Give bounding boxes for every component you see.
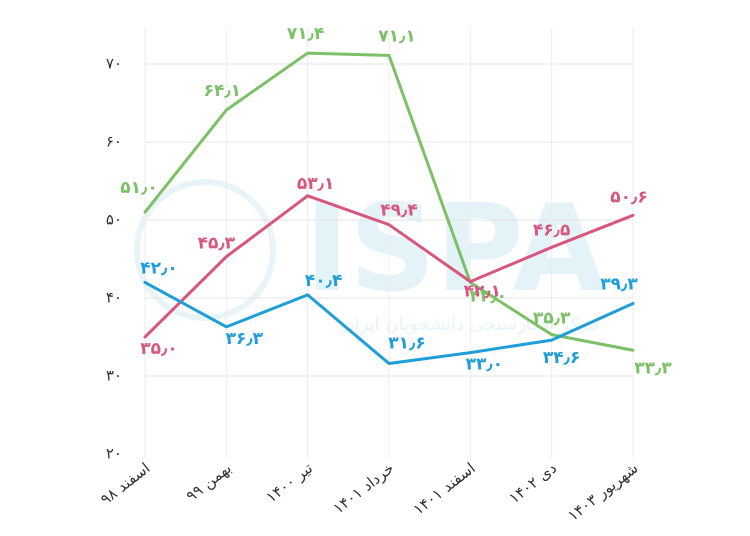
data-label-s0-0: ۵۱٫۰ bbox=[120, 178, 157, 198]
watermark-text: ISPA bbox=[305, 180, 606, 319]
x-tick-label-0: اسفند ۹۸ bbox=[97, 459, 153, 509]
x-tick-label-4: اسفند ۱۴۰۱ bbox=[410, 459, 479, 519]
data-label-s2-1: ۳۶٫۳ bbox=[226, 329, 264, 349]
x-tick-label-5: دی ۱۴۰۲ bbox=[505, 459, 560, 507]
y-axis: ۲۰ ۳۰ ۴۰ ۵۰ ۶۰ ۷۰ bbox=[106, 55, 122, 463]
y-tick-label-1: ۳۰ bbox=[106, 367, 122, 385]
y-tick-label-5: ۷۰ bbox=[106, 55, 122, 73]
data-label-s2-3: ۳۱٫۶ bbox=[388, 334, 425, 354]
series-line-2 bbox=[143, 280, 635, 366]
data-label-s1-2: ۵۳٫۱ bbox=[297, 174, 334, 194]
data-label-s1-4: ۴۲٫۱ bbox=[464, 282, 501, 302]
y-tick-label-4: ۶۰ bbox=[106, 133, 122, 151]
data-label-s2-6: ۳۹٫۳ bbox=[600, 274, 638, 294]
y-tick-label-0: ۲۰ bbox=[106, 445, 122, 463]
series-group bbox=[143, 51, 635, 366]
data-label-s0-6: ۳۳٫۳ bbox=[634, 358, 672, 378]
data-label-s0-3: ۷۱٫۱ bbox=[378, 26, 415, 46]
grid bbox=[144, 28, 634, 458]
series-line-0 bbox=[143, 51, 635, 352]
data-label-s2-4: ۳۳٫۰ bbox=[466, 355, 503, 375]
data-label-s1-3: ۴۹٫۴ bbox=[380, 201, 417, 221]
y-tick-label-2: ۴۰ bbox=[106, 289, 122, 307]
data-label-s1-6: ۵۰٫۶ bbox=[610, 187, 647, 207]
data-label-s0-4: ۴۲٫۰ bbox=[470, 286, 507, 306]
data-label-s2-2: ۴۰٫۴ bbox=[305, 271, 342, 291]
x-tick-label-6: شهریور ۱۴۰۳ bbox=[564, 459, 641, 525]
x-tick-label-3: خرداد ۱۴۰۱ bbox=[330, 459, 398, 518]
x-tick-label-2: تیر ۱۴۰۰ bbox=[263, 459, 317, 506]
data-label-s1-0: ۳۵٫۰ bbox=[140, 339, 177, 359]
data-label-s1-5: ۴۶٫۵ bbox=[533, 220, 570, 240]
data-label-s0-5: ۳۵٫۳ bbox=[533, 309, 571, 329]
series-line-1 bbox=[143, 194, 635, 339]
x-tick-label-1: بهمن ۹۹ bbox=[183, 459, 235, 505]
data-label-s0-2: ۷۱٫۴ bbox=[287, 24, 324, 44]
data-labels: ۵۱٫۰ ۶۴٫۱ ۷۱٫۴ ۷۱٫۱ ۴۲٫۰ ۳۵٫۳ ۳۳٫۳ ۳۵٫۰ ۴۵٫۳ ۵۳٫۱… bbox=[120, 24, 672, 378]
data-label-s2-5: ۳۴٫۶ bbox=[543, 348, 580, 368]
watermark-seal-ring bbox=[134, 179, 276, 321]
data-label-s0-1: ۶۴٫۱ bbox=[204, 81, 241, 101]
data-label-s1-1: ۴۵٫۳ bbox=[198, 234, 236, 254]
y-tick-label-3: ۵۰ bbox=[106, 211, 122, 229]
data-label-s2-0: ۴۲٫۰ bbox=[140, 258, 177, 278]
